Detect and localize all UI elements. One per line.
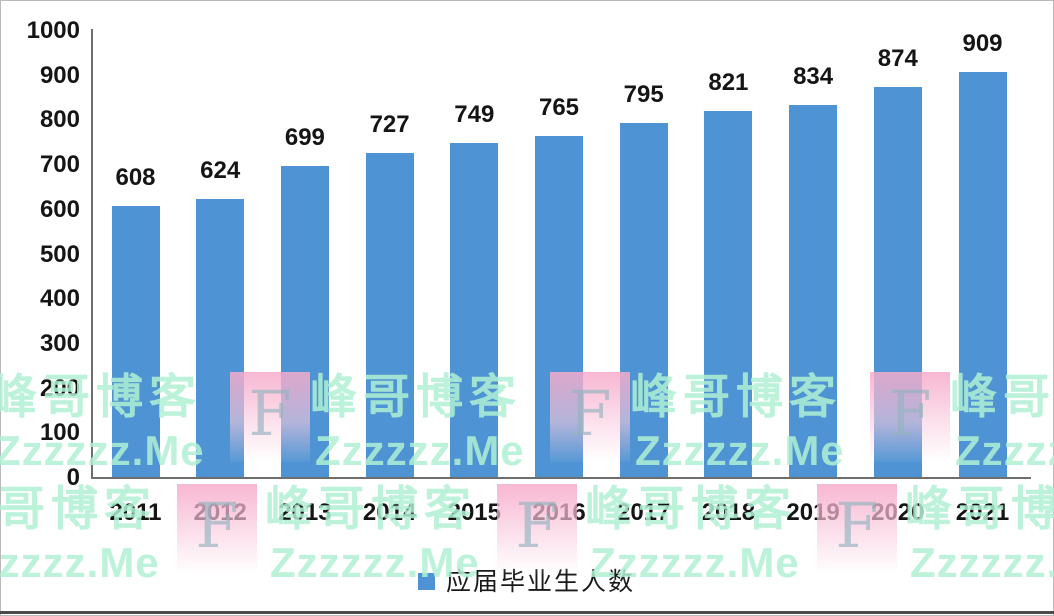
- y-tick-400: 400: [39, 285, 80, 313]
- bar-value-label-2020: 874: [877, 45, 918, 73]
- bar-value-label-2021: 909: [962, 29, 1003, 57]
- x-tick-2013: 2013: [278, 499, 332, 526]
- bar-2015: [450, 143, 499, 477]
- y-tick-500: 500: [39, 240, 80, 268]
- y-axis-line: [91, 29, 93, 479]
- x-tick-2021: 2021: [955, 499, 1010, 526]
- x-tick-2012: 2012: [193, 499, 247, 526]
- x-tick-2017: 2017: [616, 499, 671, 526]
- bar-2012: [196, 199, 245, 477]
- bar-value-label-2013: 699: [284, 123, 325, 151]
- x-tick-2020: 2020: [871, 499, 925, 526]
- bar-2021: [958, 71, 1007, 477]
- x-tick-2016: 2016: [532, 499, 586, 526]
- y-tick-700: 700: [39, 151, 80, 179]
- y-tick-300: 300: [39, 329, 80, 357]
- y-tick-0: 0: [66, 464, 80, 491]
- x-tick-2019: 2019: [786, 499, 840, 526]
- x-tick-2011: 2011: [109, 499, 162, 526]
- bar-value-label-2012: 624: [200, 157, 241, 185]
- bar-value-label-2014: 727: [369, 111, 410, 139]
- bottom-divider-line: [0, 611, 1054, 614]
- chart-legend: 应届毕业生人数: [418, 562, 635, 598]
- y-tick-100: 100: [39, 419, 80, 447]
- legend-series-label: 应届毕业生人数: [446, 568, 636, 596]
- y-tick-1000: 1000: [26, 17, 80, 44]
- x-tick-2014: 2014: [362, 499, 417, 526]
- legend-color-swatch: [418, 572, 435, 590]
- bar-value-label-2018: 821: [708, 69, 749, 96]
- x-axis-line: [91, 477, 1031, 479]
- bar-2014: [365, 153, 414, 477]
- y-tick-900: 900: [39, 61, 80, 89]
- bar-2016: [535, 136, 583, 477]
- bar-2011: [111, 206, 160, 477]
- x-tick-2015: 2015: [447, 499, 501, 526]
- bar-value-label-2015: 749: [454, 101, 495, 129]
- bar-2017: [619, 122, 668, 477]
- y-tick-200: 200: [39, 374, 80, 402]
- bar-2020: [873, 87, 922, 477]
- bar-value-label-2019: 834: [793, 63, 834, 91]
- y-tick-600: 600: [39, 195, 80, 223]
- bar-2019: [789, 105, 838, 477]
- y-tick-800: 800: [39, 106, 80, 134]
- bar-value-label-2017: 795: [623, 80, 664, 108]
- bar-2018: [704, 111, 753, 477]
- bar-2013: [280, 165, 329, 477]
- bar-value-label-2016: 765: [538, 94, 580, 122]
- bar-value-label-2011: 608: [115, 164, 156, 192]
- x-tick-2018: 2018: [701, 499, 756, 526]
